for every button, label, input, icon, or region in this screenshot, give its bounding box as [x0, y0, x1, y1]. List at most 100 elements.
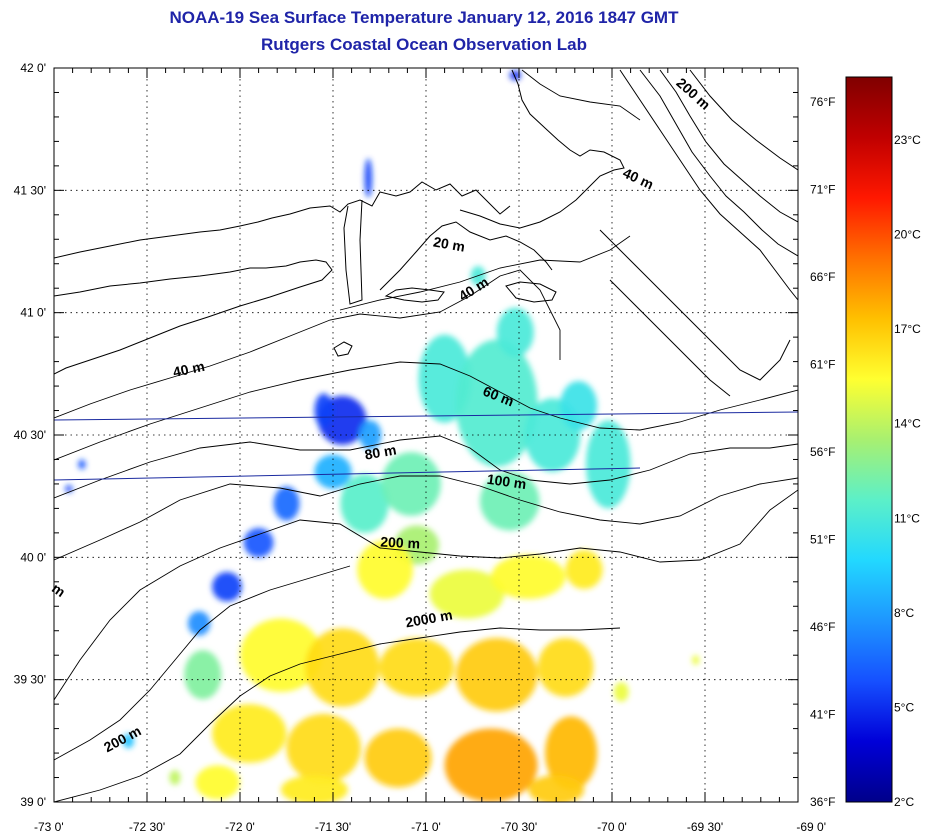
contour-200m-south — [54, 565, 351, 761]
sst-patch — [286, 713, 361, 783]
lat-tick-label: 41 30' — [14, 183, 46, 197]
sst-patch — [559, 381, 598, 431]
sst-patch — [364, 728, 432, 788]
contour-200m — [54, 489, 798, 701]
sst-patch — [314, 454, 352, 489]
contour-40m — [54, 269, 561, 419]
colorbar-tick-label: 5°C — [894, 700, 914, 714]
sst-patch — [184, 650, 222, 700]
fahrenheit-tick-label: 71°F — [810, 183, 835, 197]
fahrenheit-tick-label: 41°F — [810, 708, 835, 722]
sst-patch — [195, 765, 240, 800]
sst-patch — [212, 704, 287, 763]
shelf-edge-georges-2 — [639, 69, 798, 257]
fahrenheit-tick-label: 66°F — [810, 270, 835, 284]
depth-contour-label: 40 m — [171, 358, 206, 380]
lat-tick-label: 39 30' — [14, 673, 46, 687]
colorbar-tick-label: 17°C — [894, 322, 921, 336]
sst-patch — [240, 618, 322, 692]
sst-patch — [509, 70, 521, 81]
georges-shoals-2 — [609, 279, 731, 397]
sst-patch — [613, 682, 629, 702]
depth-contour-label: 80 m — [363, 441, 397, 462]
map-subtitle: Rutgers Coastal Ocean Observation Lab — [261, 35, 587, 54]
lat-tick-label: 42 0' — [20, 61, 46, 75]
fahrenheit-tick-label: 61°F — [810, 358, 835, 372]
georges-shoals — [599, 229, 791, 381]
contour-2000m — [54, 627, 621, 802]
sst-patch — [585, 420, 631, 509]
sst-patch — [122, 733, 134, 749]
lon-tick-label: -73 0' — [34, 820, 64, 834]
depth-contour-label: 20 m — [432, 233, 466, 254]
lon-tick-label: -72 0' — [225, 820, 255, 834]
contour-20m — [339, 235, 631, 311]
coastline-buzzards — [379, 221, 553, 291]
shelf-edge-georges-3 — [659, 69, 798, 223]
coastline-nantucket — [505, 281, 557, 303]
coastline-narragansett — [343, 199, 363, 305]
sst-patch — [429, 569, 505, 619]
colorbar-ticks: 2°C 5°C 8°C 11°C 14°C 17°C 20°C 23°C — [894, 133, 921, 809]
contour-shelf-north — [521, 69, 641, 121]
fahrenheit-tick-label: 46°F — [810, 620, 835, 634]
shelf-edge-georges — [619, 69, 798, 301]
lon-tick-label: -69 30' — [687, 820, 723, 834]
lat-tick-label: 40 30' — [14, 428, 46, 442]
boundary-line-1 — [54, 411, 798, 421]
map-title: NOAA-19 Sea Surface Temperature January … — [169, 8, 679, 27]
lon-tick-label: -70 0' — [597, 820, 627, 834]
sst-patch — [545, 716, 598, 790]
coastline-block-island — [333, 341, 353, 357]
lon-tick-label: -72 30' — [129, 820, 165, 834]
coastline-cape-cod — [459, 69, 625, 229]
depth-contour-label: 100 m — [486, 471, 528, 492]
colorbar-tick-label: 20°C — [894, 228, 921, 242]
sst-patch — [357, 540, 413, 599]
fahrenheit-tick-label: 51°F — [810, 533, 835, 547]
map-grid — [54, 68, 798, 802]
sst-patch — [444, 728, 538, 802]
sst-patch — [364, 158, 373, 198]
sst-patch — [381, 452, 441, 516]
fahrenheit-tick-label: 36°F — [810, 795, 835, 809]
depth-contour-label: 200 m — [380, 534, 420, 552]
sst-patch — [340, 474, 389, 533]
shelf-edge-georges-4 — [689, 69, 798, 171]
lon-tick-label: -71 30' — [315, 820, 351, 834]
colorbar-tick-label: 2°C — [894, 795, 914, 809]
sst-patch — [280, 775, 348, 802]
fahrenheit-tick-label: 76°F — [810, 95, 835, 109]
sst-patch — [314, 393, 334, 428]
coastline-marthas-vineyard — [384, 287, 445, 303]
lon-tick-label: -70 30' — [501, 820, 537, 834]
sst-patch — [243, 527, 274, 558]
map-tick-labels: -73 0' -72 30' -72 0' -71 30' -71 0' -70 30' -… — [14, 61, 836, 834]
sst-patch — [455, 638, 538, 712]
sst-patch — [479, 471, 540, 531]
sst-patch — [528, 775, 585, 802]
lat-tick-label: 40 0' — [20, 550, 46, 564]
colorbar-tick-label: 14°C — [894, 417, 921, 431]
contour-100m — [54, 475, 798, 561]
sst-patch — [305, 628, 380, 707]
colorbar — [845, 76, 893, 803]
contour-80m — [54, 435, 798, 499]
sst-patch — [187, 611, 211, 636]
lat-tick-label: 41 0' — [20, 306, 46, 320]
sst-patch — [78, 459, 86, 470]
sst-patch — [496, 307, 534, 357]
lat-tick-label: 39 0' — [20, 795, 46, 809]
sst-patch — [537, 638, 594, 697]
colorbar-tick-label: 11°C — [894, 511, 920, 525]
sst-patch — [169, 770, 181, 785]
sst-patch — [359, 420, 382, 450]
colorbar-tick-label: 8°C — [894, 606, 914, 620]
sst-patch — [273, 486, 300, 521]
sst-patch — [691, 655, 700, 665]
fahrenheit-tick-label: 56°F — [810, 445, 835, 459]
contour-60m — [54, 361, 798, 461]
sst-patch — [212, 572, 242, 602]
lon-tick-label: -69 0' — [796, 820, 826, 834]
